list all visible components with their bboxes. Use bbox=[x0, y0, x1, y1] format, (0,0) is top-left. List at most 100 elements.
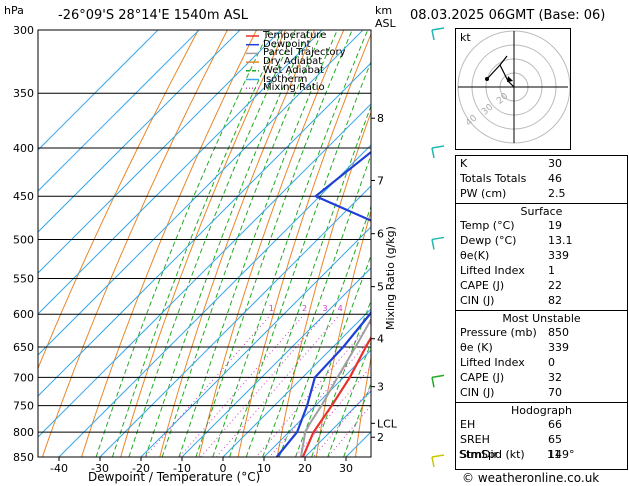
most-unstable-section-title: Most Unstable bbox=[502, 312, 581, 325]
x-tick-label: -40 bbox=[50, 462, 68, 475]
isotherm-line bbox=[58, 144, 371, 457]
wet-adiabat-line bbox=[95, 30, 271, 457]
km-tick-label: 2 bbox=[377, 431, 384, 444]
x-tick-label: 30 bbox=[339, 462, 353, 475]
km-tick-label: 7 bbox=[377, 174, 384, 187]
wet-adiabat-line bbox=[178, 30, 338, 457]
isotherm-line bbox=[38, 62, 371, 397]
legend-entry: Parcel Trajectory bbox=[263, 47, 346, 59]
stat-row: PW (cm) 2.5 bbox=[460, 187, 566, 200]
pressure-tick-label: 400 bbox=[13, 142, 34, 155]
km-tick-label: 4 bbox=[377, 333, 384, 346]
isotherm-line bbox=[140, 226, 371, 457]
stat-row: EH 66 bbox=[460, 418, 562, 431]
wet-adiabat-line bbox=[343, 382, 371, 457]
wind-barb bbox=[431, 374, 445, 379]
isotherm-line bbox=[222, 308, 371, 457]
km-tick-label: 3 bbox=[377, 381, 384, 394]
plot-frame bbox=[37, 29, 372, 458]
dry-adiabat-line bbox=[355, 354, 371, 457]
dry-adiabat-line bbox=[237, 32, 371, 457]
x-tick-label: -10 bbox=[173, 462, 191, 475]
isotherm-line bbox=[38, 30, 159, 151]
mixing-ratio-line bbox=[178, 313, 305, 457]
location-title: -26°09'S 28°14'E 1540m ASL bbox=[58, 8, 249, 23]
pressure-tick-label: 450 bbox=[13, 190, 34, 203]
x-tick-label: 0 bbox=[220, 462, 227, 475]
datetime-title: 08.03.2025 06GMT (Base: 06) bbox=[410, 8, 606, 23]
isotherm-line bbox=[181, 267, 371, 457]
wind-barb bbox=[431, 27, 445, 31]
x-axis-title: Dewpoint / Temperature (°C) bbox=[88, 470, 261, 484]
x-tick-label: 10 bbox=[257, 462, 271, 475]
legend-entry: Dewpoint bbox=[263, 38, 311, 50]
wet-adiabat-line bbox=[229, 60, 371, 457]
dry-adiabat-line bbox=[198, 30, 345, 457]
wet-adiabat-line bbox=[278, 204, 371, 457]
mixing-ratio-label: 2 bbox=[302, 304, 307, 313]
wind-barb-shaft bbox=[431, 377, 435, 388]
wind-barb-shaft bbox=[431, 29, 435, 41]
wet-adiabat-line bbox=[262, 153, 371, 457]
km-tick-label: 5 bbox=[377, 281, 384, 294]
mixing-ratio-line bbox=[200, 313, 326, 457]
hodograph-kt-label: kt bbox=[460, 31, 471, 44]
stat-row: Dewp (°C) 13.1 bbox=[460, 234, 573, 247]
pressure-tick-label: 750 bbox=[13, 400, 34, 413]
x-tick-label: 20 bbox=[298, 462, 312, 475]
surface-section-title: Surface bbox=[520, 205, 563, 218]
copyright-link[interactable]: © weatheronline.co.uk bbox=[462, 471, 600, 485]
dewpoint-profile bbox=[275, 150, 371, 457]
stats-panel: K 30 Totals Totals 46 PW (cm) 2.5 Surface T… bbox=[455, 155, 628, 470]
km-axis-label: km bbox=[375, 4, 393, 17]
x-tick-label: -20 bbox=[132, 462, 150, 475]
isotherm-line bbox=[38, 30, 282, 274]
stat-row: StmDir 149° bbox=[460, 448, 575, 461]
hpa-axis-label: hPa bbox=[4, 4, 24, 17]
wet-adiabat-line bbox=[195, 30, 353, 457]
pressure-tick-label: 550 bbox=[13, 273, 34, 286]
mixing-ratio-label: 15 bbox=[410, 304, 420, 313]
stat-row: Totals Totals 46 bbox=[460, 172, 562, 185]
isotherm-line bbox=[38, 103, 371, 438]
isotherm-line bbox=[99, 185, 371, 457]
wet-adiabat-line bbox=[295, 254, 371, 457]
stat-row: Pressure (mb) 850 bbox=[460, 326, 569, 339]
wet-adiabat-line bbox=[111, 30, 283, 457]
dry-adiabat-line bbox=[276, 110, 371, 457]
legend-entry: Wet Adiabat bbox=[263, 64, 324, 76]
wet-adiabat-line bbox=[245, 104, 371, 457]
mixing-ratio-line bbox=[144, 313, 272, 457]
mixing-ratio-line bbox=[269, 337, 371, 457]
pressure-tick-label: 300 bbox=[13, 24, 34, 37]
isotherm-line bbox=[38, 30, 323, 315]
stat-row-stmspd-key: StmSpd (kt) bbox=[459, 448, 525, 461]
mixing-ratio-line bbox=[327, 404, 371, 457]
pressure-tick-label: 350 bbox=[13, 87, 34, 100]
mixing-ratio-label: 4 bbox=[338, 304, 343, 313]
stat-row: CIN (J) 70 bbox=[460, 386, 562, 399]
wind-barb bbox=[431, 236, 445, 241]
hodograph-section-title: Hodograph bbox=[511, 404, 572, 417]
wind-barb bbox=[431, 145, 445, 149]
stat-row: Temp (°C) 19 bbox=[460, 219, 562, 232]
km-tick-label: LCL bbox=[377, 417, 398, 430]
stat-row: θe (K) 339 bbox=[460, 341, 569, 354]
dry-adiabat-line bbox=[120, 30, 286, 457]
stat-row: Lifted Index 1 bbox=[460, 264, 555, 277]
legend-entry: Mixing Ratio bbox=[263, 82, 325, 94]
km-tick-label: 6 bbox=[377, 228, 384, 241]
wet-adiabat-line bbox=[327, 341, 371, 457]
isotherm-line bbox=[38, 30, 200, 192]
mixing-ratio-label: 20 bbox=[428, 304, 438, 313]
dry-adiabat-line bbox=[315, 209, 371, 457]
pressure-tick-label: 650 bbox=[13, 341, 34, 354]
mixing-ratio-line bbox=[216, 313, 341, 457]
legend-entry: Temperature bbox=[263, 30, 327, 41]
pressure-tick-label: 800 bbox=[13, 426, 34, 439]
mixing-ratio-label: 25 bbox=[442, 304, 452, 313]
pressure-tick-label: 500 bbox=[13, 233, 34, 246]
hodograph-trace bbox=[499, 55, 515, 88]
mixing-ratio-line bbox=[255, 322, 371, 457]
